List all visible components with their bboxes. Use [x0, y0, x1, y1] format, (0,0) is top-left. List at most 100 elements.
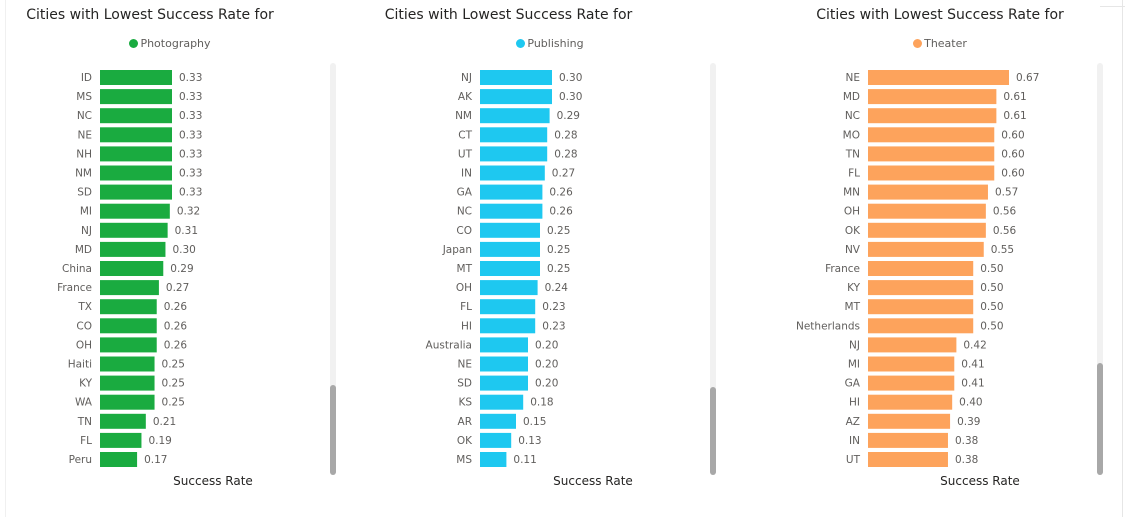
y-tick-label: UT [846, 454, 861, 466]
bar[interactable] [480, 452, 507, 467]
bar[interactable] [100, 241, 166, 257]
bar[interactable] [100, 89, 172, 105]
bar[interactable] [480, 146, 548, 162]
bar[interactable] [868, 146, 995, 162]
bar[interactable] [868, 375, 955, 391]
bar[interactable] [868, 89, 997, 105]
bar[interactable] [480, 299, 536, 315]
bar[interactable] [868, 280, 974, 296]
bar[interactable] [100, 184, 172, 200]
data-label: 0.15 [523, 416, 546, 428]
scrollbar-thumb[interactable] [710, 387, 716, 475]
data-label: 0.28 [554, 129, 577, 141]
scrollbar-thumb[interactable] [330, 385, 336, 475]
data-label: 0.33 [179, 91, 202, 103]
bar[interactable] [480, 184, 543, 200]
data-label: 0.50 [980, 301, 1003, 313]
bar[interactable] [100, 280, 159, 296]
y-tick-label: MN [843, 187, 860, 199]
bar[interactable] [868, 70, 1009, 85]
data-label: 0.38 [955, 454, 978, 466]
data-label: 0.39 [957, 416, 980, 428]
bar[interactable] [480, 432, 512, 448]
bar[interactable] [480, 394, 524, 410]
bar[interactable] [100, 70, 172, 85]
frame-divider [5, 0, 6, 517]
bar-chart: NE 0.67 MD 0.61 NC 0.61 MO 0.60 TN 0.60 FL 0.60 MN 0.… [796, 70, 1039, 467]
frame-border [1122, 0, 1123, 517]
bar[interactable] [100, 337, 157, 353]
bar[interactable] [868, 222, 986, 238]
bar[interactable] [868, 452, 948, 467]
bar[interactable] [480, 375, 528, 391]
y-tick-label: FL [460, 301, 472, 313]
bar[interactable] [480, 203, 543, 219]
bar-chart: ID 0.33 MS 0.33 NC 0.33 NE 0.33 NH 0.33 NM 0.33 SD 0.… [57, 70, 202, 467]
bar[interactable] [868, 203, 986, 219]
chart-legend: Photography [0, 37, 370, 50]
bar[interactable] [100, 432, 142, 448]
bar[interactable] [480, 70, 552, 85]
bar[interactable] [868, 337, 957, 353]
bar[interactable] [480, 127, 548, 143]
bar[interactable] [100, 146, 172, 162]
y-tick-label: MT [457, 263, 473, 275]
scrollbar-thumb[interactable] [1097, 363, 1103, 475]
bar[interactable] [480, 222, 540, 238]
bar[interactable] [100, 375, 155, 391]
bar[interactable] [868, 127, 995, 143]
publishing-scrollbar[interactable] [710, 63, 716, 475]
bar[interactable] [480, 241, 540, 257]
bar[interactable] [868, 165, 995, 181]
bar[interactable] [480, 261, 540, 276]
legend-label: Theater [924, 37, 967, 50]
photography-scrollbar[interactable] [330, 63, 336, 475]
y-tick-label: TN [77, 416, 92, 428]
bar[interactable] [100, 413, 146, 429]
data-label: 0.57 [995, 187, 1018, 199]
data-label: 0.27 [166, 282, 189, 294]
bar[interactable] [100, 299, 157, 315]
y-tick-label: MO [843, 129, 860, 141]
theater-scrollbar[interactable] [1097, 63, 1103, 475]
bar[interactable] [868, 261, 974, 276]
bar[interactable] [100, 261, 164, 276]
bar[interactable] [480, 318, 536, 334]
bar[interactable] [480, 89, 552, 105]
y-tick-label: France [825, 263, 860, 275]
y-tick-label: AR [458, 416, 472, 428]
data-label: 0.30 [172, 244, 195, 256]
bar[interactable] [868, 184, 988, 200]
bar[interactable] [100, 108, 172, 124]
bar[interactable] [100, 356, 155, 372]
bar[interactable] [100, 318, 157, 334]
bar[interactable] [100, 203, 170, 219]
bar[interactable] [868, 318, 974, 334]
data-label: 0.29 [170, 263, 193, 275]
bar[interactable] [100, 452, 138, 467]
bar[interactable] [480, 280, 538, 296]
bar[interactable] [480, 108, 550, 124]
bar[interactable] [480, 413, 516, 429]
bar[interactable] [868, 299, 974, 315]
data-label: 0.25 [162, 359, 185, 371]
bar[interactable] [868, 108, 997, 124]
bar[interactable] [100, 394, 155, 410]
bar[interactable] [100, 127, 172, 143]
bar[interactable] [868, 356, 955, 372]
bar[interactable] [100, 165, 172, 181]
bar[interactable] [100, 222, 168, 238]
data-label: 0.33 [179, 168, 202, 180]
bar[interactable] [868, 394, 953, 410]
bar[interactable] [868, 241, 984, 257]
bar[interactable] [480, 356, 528, 372]
bar[interactable] [480, 337, 528, 353]
bar[interactable] [868, 413, 951, 429]
bar[interactable] [480, 165, 545, 181]
bar[interactable] [868, 432, 948, 448]
data-label: 0.56 [993, 225, 1017, 237]
data-label: 0.27 [552, 168, 575, 180]
y-tick-label: NC [457, 206, 472, 218]
data-label: 0.28 [554, 148, 577, 160]
y-tick-label: FL [848, 168, 860, 180]
